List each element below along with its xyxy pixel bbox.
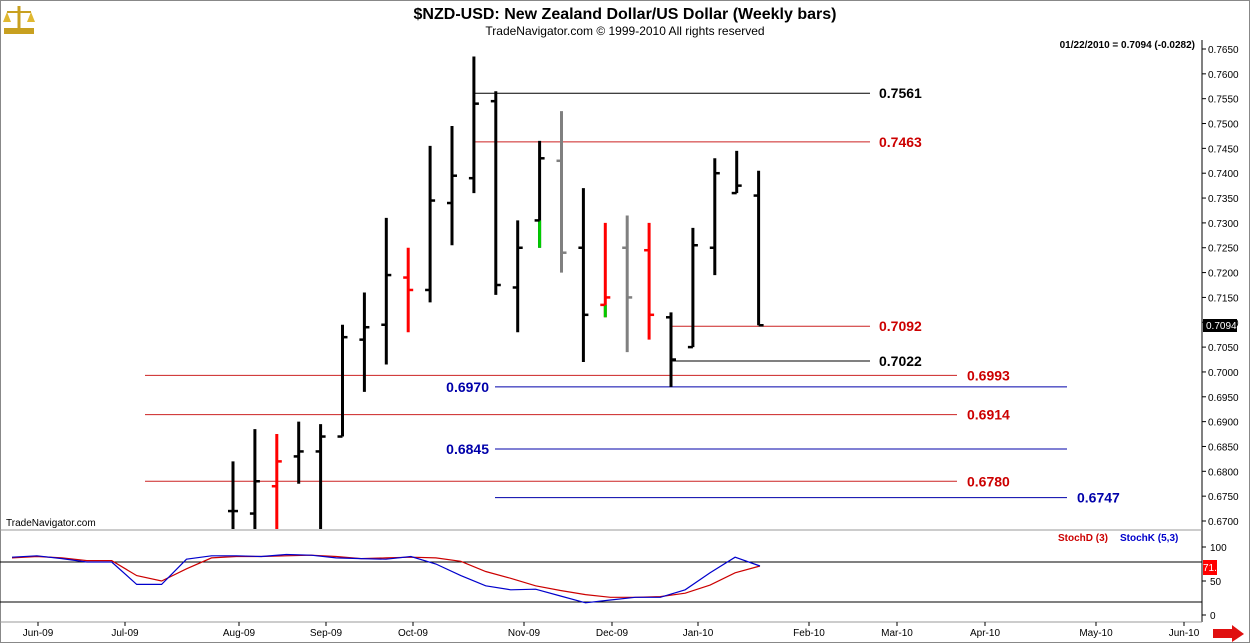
level-label: 0.6914 <box>967 407 1010 423</box>
time-tick-label: Apr-10 <box>970 628 1000 639</box>
level-label: 0.6993 <box>967 367 1010 383</box>
price-tick-label: 0.6950 <box>1208 393 1239 404</box>
level-label: 0.6845 <box>446 441 489 457</box>
stochd-legend: StochD (3) <box>1058 533 1108 544</box>
time-tick-label: Jul-09 <box>111 628 139 639</box>
time-tick-label: May-10 <box>1079 628 1113 639</box>
price-tick-label: 0.6750 <box>1208 492 1239 503</box>
time-tick-label: Aug-09 <box>223 628 256 639</box>
red-right-arrow-icon[interactable] <box>1213 625 1244 642</box>
time-tick-label: Oct-09 <box>398 628 428 639</box>
level-label: 0.7022 <box>879 353 922 369</box>
price-tick-label: 0.7150 <box>1208 293 1239 304</box>
price-tick-label: 0.6700 <box>1208 517 1239 528</box>
price-tick-label: 0.7450 <box>1208 144 1239 155</box>
level-label: 0.6747 <box>1077 490 1120 506</box>
stoch-tick-label: 50 <box>1210 577 1222 588</box>
price-tick-label: 0.7400 <box>1208 169 1239 180</box>
time-tick-label: Jun-10 <box>1169 628 1200 639</box>
price-tick-label: 0.6900 <box>1208 418 1239 429</box>
stoch-tick-label: 0 <box>1210 611 1216 622</box>
last-price-value: 0.7094 <box>1206 321 1237 332</box>
level-label: 0.6780 <box>967 473 1010 489</box>
price-tick-label: 0.7650 <box>1208 45 1239 56</box>
time-tick-label: Feb-10 <box>793 628 825 639</box>
price-tick-label: 0.6850 <box>1208 442 1239 453</box>
price-tick-label: 0.6800 <box>1208 467 1239 478</box>
price-tick-label: 0.7050 <box>1208 343 1239 354</box>
stoch-current-value: 71.48 <box>1203 563 1228 574</box>
time-tick-label: Mar-10 <box>881 628 913 639</box>
stochk-legend: StochK (5,3) <box>1120 533 1178 544</box>
level-label: 0.7092 <box>879 318 922 334</box>
time-tick-label: Nov-09 <box>508 628 541 639</box>
stoch-current-label: 71.48 <box>1203 560 1228 575</box>
stoch-tick-label: 100 <box>1210 543 1227 554</box>
time-tick-label: Jan-10 <box>683 628 714 639</box>
stoch-lines <box>11 553 761 604</box>
copyright-subtitle: TradeNavigator.com © 1999-2010 All right… <box>485 24 764 38</box>
stochk-line <box>11 553 761 604</box>
level-label: 0.7561 <box>879 85 922 101</box>
price-tick-label: 0.7250 <box>1208 244 1239 255</box>
level-label: 0.6970 <box>446 379 489 395</box>
price-tick-label: 0.7000 <box>1208 368 1239 379</box>
level-lines: 0.7561 0.7463 0.7092 0.7022 0.6993 0.6970 0.69… <box>145 85 1120 506</box>
price-tick-label: 0.7550 <box>1208 95 1239 106</box>
price-tick-label: 0.7350 <box>1208 194 1239 205</box>
price-tick-label: 0.7200 <box>1208 269 1239 280</box>
stoch-axis-ticks: 100 50 0 <box>1202 543 1227 622</box>
last-quote-readout: 01/22/2010 = 0.7094 (-0.0282) <box>1060 40 1195 51</box>
watermark-text: TradeNavigator.com <box>6 518 96 529</box>
price-tick-label: 0.7500 <box>1208 120 1239 131</box>
chart-title: $NZD-USD: New Zealand Dollar/US Dollar (… <box>414 6 837 23</box>
time-tick-label: Jun-09 <box>23 628 54 639</box>
ohlc-bars <box>228 56 764 529</box>
price-tick-label: 0.7300 <box>1208 219 1239 230</box>
time-axis-labels: Jun-09 Jul-09 Aug-09 Sep-09 Oct-09 Nov-09 Dec-… <box>23 622 1200 639</box>
last-price-label: 0.7094 <box>1203 319 1237 332</box>
time-tick-label: Dec-09 <box>596 628 629 639</box>
price-tick-label: 0.7600 <box>1208 70 1239 81</box>
level-label: 0.7463 <box>879 134 922 150</box>
golden-scale-logo-icon[interactable] <box>3 6 35 34</box>
time-tick-label: Sep-09 <box>310 628 343 639</box>
